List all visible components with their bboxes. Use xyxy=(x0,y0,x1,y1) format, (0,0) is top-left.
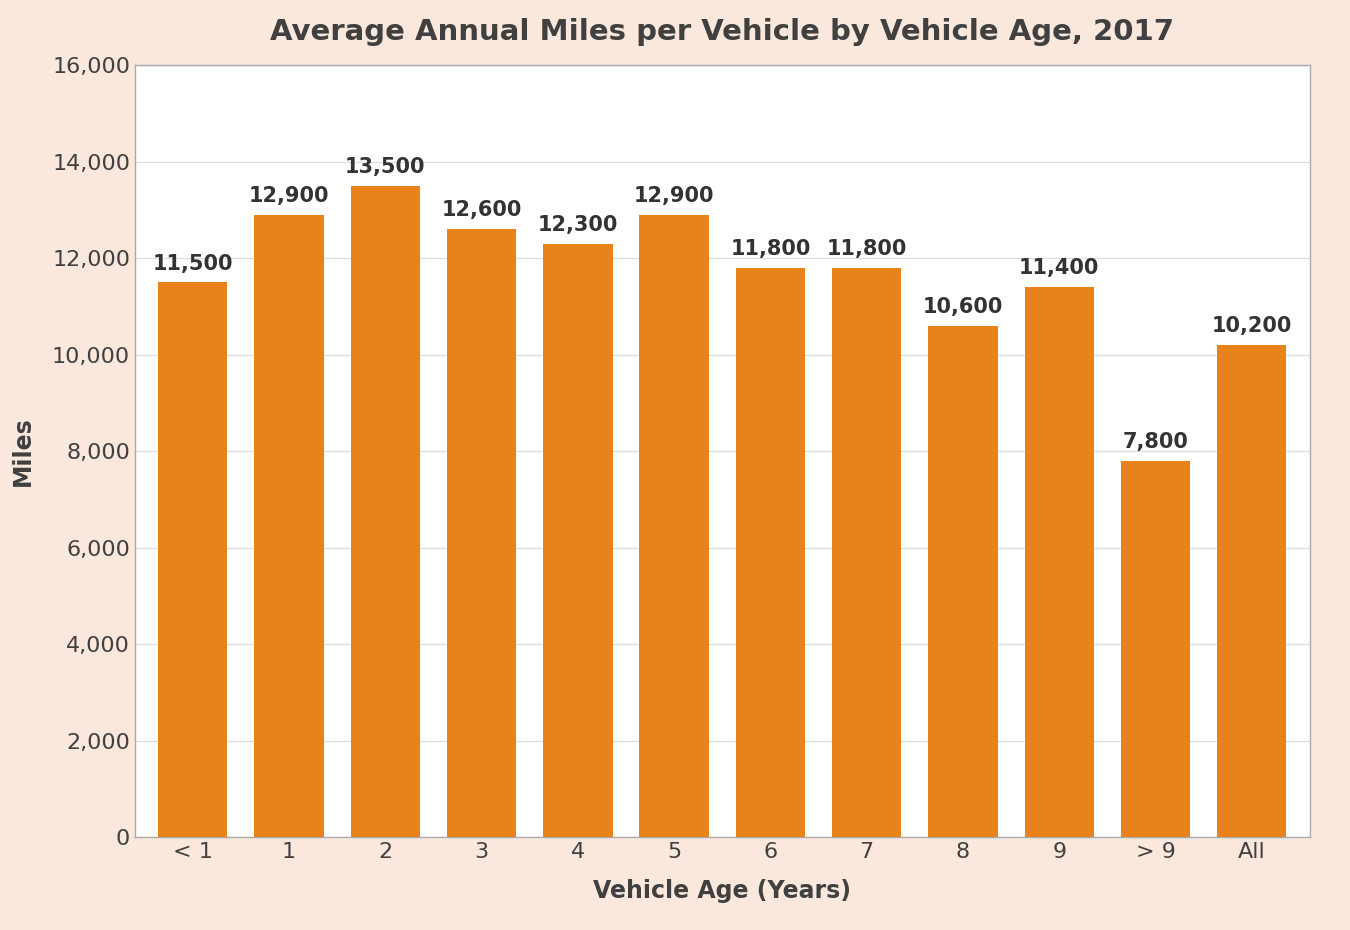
Bar xyxy=(1120,460,1191,837)
Text: 12,600: 12,600 xyxy=(441,201,521,220)
Text: 12,900: 12,900 xyxy=(634,186,714,206)
Bar xyxy=(929,326,998,837)
X-axis label: Vehicle Age (Years): Vehicle Age (Years) xyxy=(593,879,852,902)
Text: 10,200: 10,200 xyxy=(1211,316,1292,337)
Bar xyxy=(254,215,324,837)
Bar xyxy=(543,244,613,837)
Text: 13,500: 13,500 xyxy=(346,157,425,177)
Text: 10,600: 10,600 xyxy=(923,297,1003,317)
Text: 12,300: 12,300 xyxy=(537,215,618,235)
Text: 11,400: 11,400 xyxy=(1019,259,1099,278)
Title: Average Annual Miles per Vehicle by Vehicle Age, 2017: Average Annual Miles per Vehicle by Vehi… xyxy=(270,18,1174,46)
Bar xyxy=(158,282,227,837)
Bar xyxy=(1025,287,1094,837)
Bar xyxy=(1218,345,1287,837)
Bar xyxy=(736,268,805,837)
Text: 7,800: 7,800 xyxy=(1123,432,1188,452)
Bar xyxy=(640,215,709,837)
Text: 12,900: 12,900 xyxy=(248,186,329,206)
Bar xyxy=(832,268,902,837)
Text: 11,500: 11,500 xyxy=(153,254,234,273)
Y-axis label: Miles: Miles xyxy=(11,417,35,485)
Text: 11,800: 11,800 xyxy=(826,239,907,259)
Bar xyxy=(447,229,516,837)
Bar xyxy=(351,186,420,837)
Text: 11,800: 11,800 xyxy=(730,239,810,259)
